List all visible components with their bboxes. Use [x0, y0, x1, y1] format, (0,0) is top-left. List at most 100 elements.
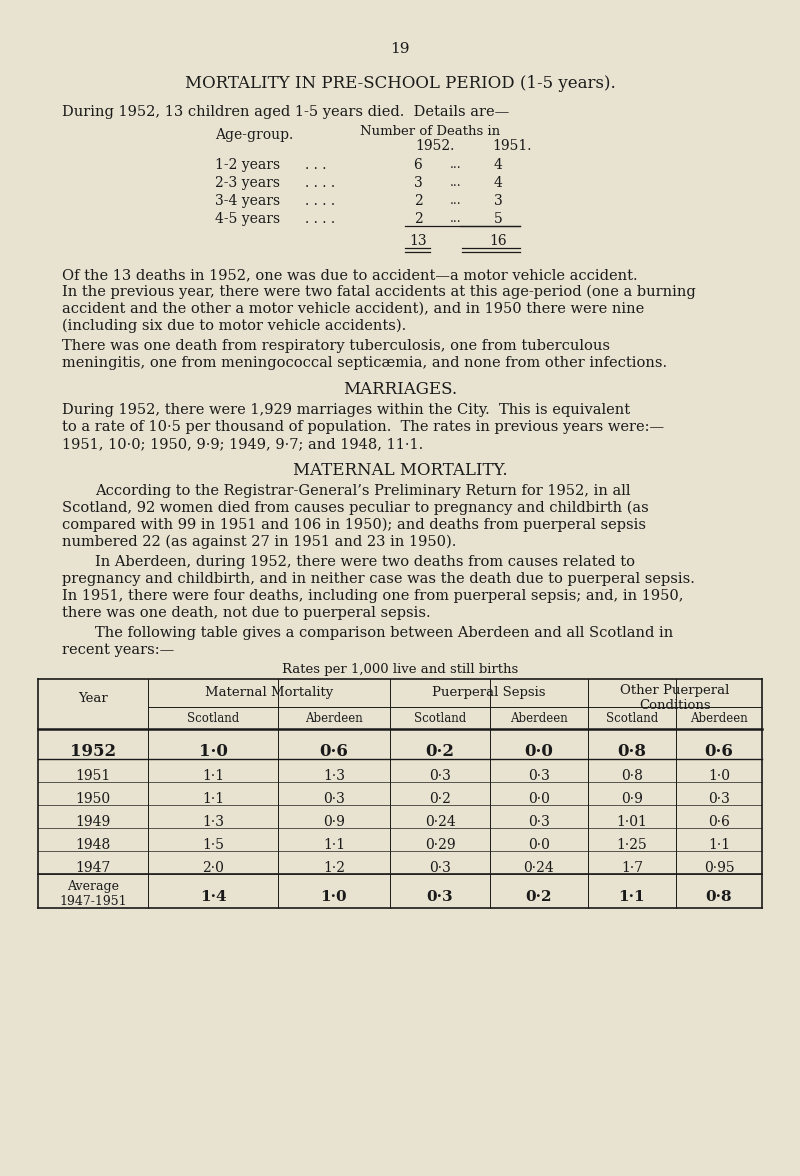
Text: 1·7: 1·7: [621, 861, 643, 875]
Text: 1951: 1951: [75, 769, 110, 783]
Text: Average
1947-1951: Average 1947-1951: [59, 880, 127, 908]
Text: In the previous year, there were two fatal accidents at this age-period (one a b: In the previous year, there were two fat…: [62, 285, 696, 300]
Text: Of the 13 deaths in 1952, one was due to accident—a motor vehicle accident.: Of the 13 deaths in 1952, one was due to…: [62, 268, 638, 282]
Text: 0·3: 0·3: [429, 769, 451, 783]
Text: . . .: . . .: [305, 158, 326, 172]
Text: Puerperal Sepsis: Puerperal Sepsis: [432, 686, 546, 699]
Text: 1·4: 1·4: [200, 890, 226, 904]
Text: 3-4 years: 3-4 years: [215, 194, 280, 208]
Text: 16: 16: [489, 234, 507, 248]
Text: 0·2: 0·2: [426, 743, 454, 760]
Text: pregnancy and childbirth, and in neither case was the death due to puerperal sep: pregnancy and childbirth, and in neither…: [62, 572, 695, 586]
Text: 1948: 1948: [75, 838, 110, 851]
Text: MATERNAL MORTALITY.: MATERNAL MORTALITY.: [293, 462, 507, 479]
Text: 1·5: 1·5: [202, 838, 224, 851]
Text: 4-5 years: 4-5 years: [215, 212, 280, 226]
Text: 0·24: 0·24: [524, 861, 554, 875]
Text: 1951, 10·0; 1950, 9·9; 1949, 9·7; and 1948, 11·1.: 1951, 10·0; 1950, 9·9; 1949, 9·7; and 19…: [62, 437, 423, 452]
Text: 2-3 years: 2-3 years: [215, 176, 280, 191]
Text: 0·3: 0·3: [429, 861, 451, 875]
Text: 1947: 1947: [75, 861, 110, 875]
Text: ...: ...: [450, 158, 462, 171]
Text: Aberdeen: Aberdeen: [305, 711, 363, 724]
Text: 5: 5: [494, 212, 502, 226]
Text: Scotland: Scotland: [187, 711, 239, 724]
Text: 0·0: 0·0: [525, 743, 554, 760]
Text: 0·3: 0·3: [323, 791, 345, 806]
Text: 0·2: 0·2: [526, 890, 552, 904]
Text: During 1952, 13 children aged 1-5 years died.  Details are—: During 1952, 13 children aged 1-5 years …: [62, 105, 510, 119]
Text: 0·6: 0·6: [319, 743, 349, 760]
Text: During 1952, there were 1,929 marriages within the City.  This is equivalent: During 1952, there were 1,929 marriages …: [62, 403, 630, 417]
Text: . . . .: . . . .: [305, 194, 335, 208]
Text: 1·1: 1·1: [202, 791, 224, 806]
Text: The following table gives a comparison between Aberdeen and all Scotland in: The following table gives a comparison b…: [95, 626, 674, 640]
Text: Scotland, 92 women died from causes peculiar to pregnancy and childbirth (as: Scotland, 92 women died from causes pecu…: [62, 501, 649, 515]
Text: MARRIAGES.: MARRIAGES.: [343, 381, 457, 397]
Text: 0·3: 0·3: [528, 769, 550, 783]
Text: 1951.: 1951.: [492, 139, 531, 153]
Text: Age-group.: Age-group.: [215, 128, 294, 142]
Text: 1-2 years: 1-2 years: [215, 158, 280, 172]
Text: 0·2: 0·2: [429, 791, 451, 806]
Text: 1·1: 1·1: [618, 890, 646, 904]
Text: Aberdeen: Aberdeen: [510, 711, 568, 724]
Text: Number of Deaths in: Number of Deaths in: [360, 125, 500, 138]
Text: 1952.: 1952.: [415, 139, 454, 153]
Text: 1·3: 1·3: [323, 769, 345, 783]
Text: 1949: 1949: [75, 815, 110, 829]
Text: 0·29: 0·29: [425, 838, 455, 851]
Text: There was one death from respiratory tuberculosis, one from tuberculous: There was one death from respiratory tub…: [62, 339, 610, 353]
Text: 0·95: 0·95: [704, 861, 734, 875]
Text: 3: 3: [414, 176, 422, 191]
Text: 6: 6: [414, 158, 422, 172]
Text: Maternal Mortality: Maternal Mortality: [205, 686, 333, 699]
Text: accident and the other a motor vehicle accident), and in 1950 there were nine: accident and the other a motor vehicle a…: [62, 302, 644, 316]
Text: compared with 99 in 1951 and 106 in 1950); and deaths from puerperal sepsis: compared with 99 in 1951 and 106 in 1950…: [62, 517, 646, 533]
Text: 0·6: 0·6: [708, 815, 730, 829]
Text: 1·0: 1·0: [198, 743, 227, 760]
Text: 1·1: 1·1: [202, 769, 224, 783]
Text: ...: ...: [450, 176, 462, 189]
Text: 0·9: 0·9: [323, 815, 345, 829]
Text: 4: 4: [494, 176, 502, 191]
Text: 0·0: 0·0: [528, 791, 550, 806]
Text: Scotland: Scotland: [414, 711, 466, 724]
Text: 13: 13: [409, 234, 427, 248]
Text: to a rate of 10·5 per thousand of population.  The rates in previous years were:: to a rate of 10·5 per thousand of popula…: [62, 420, 664, 434]
Text: there was one death, not due to puerperal sepsis.: there was one death, not due to puerpera…: [62, 606, 430, 620]
Text: 1·2: 1·2: [323, 861, 345, 875]
Text: In Aberdeen, during 1952, there were two deaths from causes related to: In Aberdeen, during 1952, there were two…: [95, 555, 635, 569]
Text: 0·0: 0·0: [528, 838, 550, 851]
Text: ...: ...: [450, 194, 462, 207]
Text: 0·3: 0·3: [528, 815, 550, 829]
Text: Rates per 1,000 live and still births: Rates per 1,000 live and still births: [282, 663, 518, 676]
Text: . . . .: . . . .: [305, 176, 335, 191]
Text: 0·3: 0·3: [426, 890, 454, 904]
Text: 2: 2: [414, 194, 422, 208]
Text: numbered 22 (as against 27 in 1951 and 23 in 1950).: numbered 22 (as against 27 in 1951 and 2…: [62, 535, 456, 549]
Text: 19: 19: [390, 42, 410, 56]
Text: 2·0: 2·0: [202, 861, 224, 875]
Text: 0·8: 0·8: [706, 890, 732, 904]
Text: 1950: 1950: [75, 791, 110, 806]
Text: Aberdeen: Aberdeen: [690, 711, 748, 724]
Text: According to the Registrar-General’s Preliminary Return for 1952, in all: According to the Registrar-General’s Pre…: [95, 485, 630, 497]
Text: 0·9: 0·9: [621, 791, 643, 806]
Text: ...: ...: [450, 212, 462, 225]
Text: 1·01: 1·01: [617, 815, 647, 829]
Text: Year: Year: [78, 691, 108, 704]
Text: (including six due to motor vehicle accidents).: (including six due to motor vehicle acci…: [62, 319, 406, 333]
Text: 4: 4: [494, 158, 502, 172]
Text: 0·24: 0·24: [425, 815, 455, 829]
Text: 3: 3: [494, 194, 502, 208]
Text: 1·3: 1·3: [202, 815, 224, 829]
Text: meningitis, one from meningococcal septicæmia, and none from other infections.: meningitis, one from meningococcal septi…: [62, 356, 667, 370]
Text: 1·1: 1·1: [708, 838, 730, 851]
Text: 0·6: 0·6: [705, 743, 734, 760]
Text: recent years:—: recent years:—: [62, 643, 174, 657]
Text: 0·8: 0·8: [621, 769, 643, 783]
Text: 1·0: 1·0: [321, 890, 347, 904]
Text: Scotland: Scotland: [606, 711, 658, 724]
Text: 1·0: 1·0: [708, 769, 730, 783]
